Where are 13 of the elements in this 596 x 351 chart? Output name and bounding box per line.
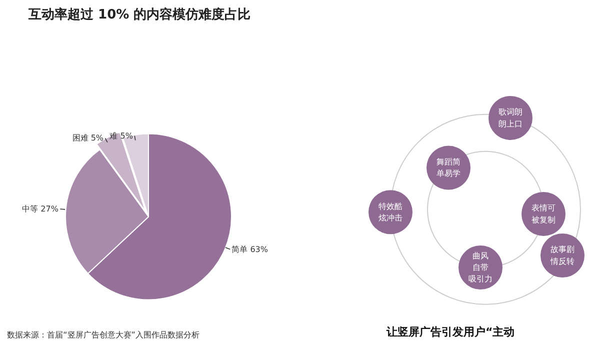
- text: 曲风自带吸引力: [468, 251, 492, 284]
- source-note: 数据来源：首届“竖屏广告创意大赛”入围作品数据分析: [7, 330, 200, 340]
- text: 让竖屏广告引发用户“主动: [386, 326, 515, 339]
- text: 表情可被复制: [532, 204, 556, 224]
- slice-label: 简单 63%: [232, 244, 268, 254]
- text: 特效酷炫冲击: [378, 202, 402, 222]
- text: 歌词朗朗上口: [498, 108, 522, 128]
- slice-label: 难 5%: [110, 131, 134, 140]
- text: 故事剧情反转: [550, 245, 574, 266]
- slice-label: 中等 27%: [22, 204, 59, 214]
- chart-title: 互动率超过 10% 的内容模仿难度占比: [28, 6, 251, 22]
- text: 舞蹈简单易学: [436, 157, 460, 178]
- slice-label: 困难 5%: [72, 134, 104, 143]
